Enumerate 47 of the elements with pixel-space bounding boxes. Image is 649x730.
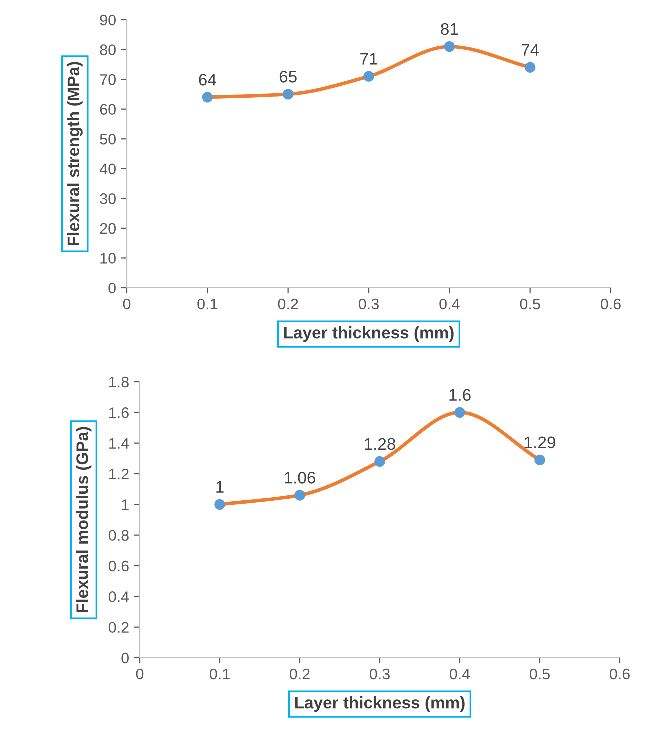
x-tick-label: 0.1 [198, 298, 218, 310]
data-label: 1.29 [525, 436, 556, 449]
x-tick-label: 0.4 [440, 298, 460, 310]
y-tick-label: 1.2 [110, 468, 129, 480]
y-tick-label: 50 [100, 134, 116, 145]
y-tick-label: 80 [100, 44, 116, 56]
x-tick-label: 0.4 [450, 668, 470, 680]
data-label: 64 [199, 74, 216, 86]
y-axis-title: Flexural modulus (GPa) [76, 427, 92, 612]
data-label: 65 [280, 71, 297, 83]
y-tick-label: 1.4 [110, 438, 130, 449]
y-tick-label: 20 [100, 223, 116, 234]
y-tick-label: 10 [100, 253, 116, 264]
x-axis-title: Layer thickness (mm) [295, 696, 465, 712]
x-tick-label: 0.2 [290, 668, 310, 680]
x-tick-label: 0.5 [530, 668, 550, 680]
y-tick-label: 30 [100, 194, 116, 204]
x-tick-label: 0.1 [210, 668, 230, 680]
data-label: 81 [441, 23, 458, 36]
x-tick-label: 0.2 [278, 298, 298, 310]
y-axis-title: Flexural strength (MPa) [67, 62, 83, 246]
y-tick-label: 60 [100, 104, 116, 116]
x-tick-label: 0.3 [370, 668, 390, 680]
x-tick-label: 0 [136, 668, 144, 680]
y-tick-label: 0.6 [108, 560, 129, 572]
data-label: 71 [360, 53, 378, 65]
x-axis-title: Layer thickness (mm) [284, 326, 454, 342]
y-tick-label: 0 [108, 282, 116, 294]
y-tick-label: 0 [122, 652, 129, 664]
data-label: 74 [522, 44, 540, 56]
y-tick-label: 1 [122, 500, 129, 510]
y-tick-label: 1.8 [110, 376, 129, 388]
x-tick-label: 0.6 [610, 668, 630, 680]
y-tick-label: 1.6 [110, 408, 129, 418]
x-tick-label: 0.3 [358, 298, 379, 310]
y-tick-label: 70 [100, 74, 116, 86]
x-tick-label: 0.6 [600, 298, 621, 310]
y-tick-label: 90 [100, 14, 116, 26]
data-label: 1 [216, 481, 224, 493]
y-tick-label: 40 [100, 164, 116, 175]
y-tick-label: 0.4 [108, 592, 130, 602]
y-tick-label: 0.2 [108, 622, 129, 634]
x-tick-label: 0.5 [520, 298, 540, 310]
data-label: 1.28 [365, 438, 396, 450]
data-label: 1.6 [450, 389, 471, 402]
data-label: 1.06 [285, 472, 316, 484]
y-tick-label: 0.8 [108, 530, 129, 542]
